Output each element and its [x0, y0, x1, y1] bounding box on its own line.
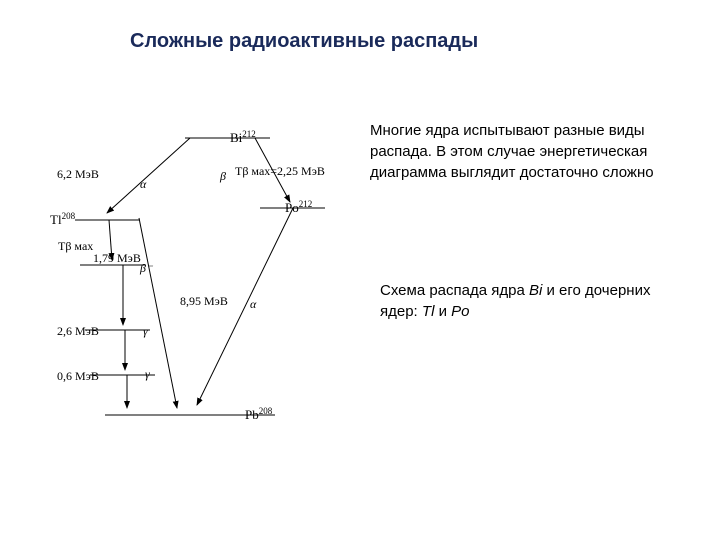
svg-text:8,95 МэВ: 8,95 МэВ: [180, 294, 228, 308]
svg-text:Po212: Po212: [285, 199, 312, 215]
svg-text:6,2 МэВ: 6,2 МэВ: [57, 167, 99, 181]
decay-diagram: Bi212 Tl208 Po212 Pb208 1,79 МэВβ⁻ 2,6 МэВ γ 0,…: [45, 110, 365, 430]
svg-text:Tl208: Tl208: [50, 211, 76, 227]
page-title: Сложные радиоактивные распады: [130, 30, 478, 53]
caption-prefix: Схема распада ядра: [380, 282, 529, 299]
caption-nuclide-tl: Tl: [422, 303, 435, 320]
svg-text:α: α: [250, 297, 257, 311]
svg-text:0,6 МэВ: 0,6 МэВ: [57, 369, 99, 383]
description-text: Многие ядра испытывают разные виды распа…: [370, 120, 660, 183]
svg-text:Tβ мах=2,25 МэВ: Tβ мах=2,25 МэВ: [235, 164, 325, 178]
caption-sep: и: [434, 303, 451, 320]
svg-text:Tβ мах: Tβ мах: [58, 239, 93, 253]
svg-text:γ: γ: [143, 324, 148, 338]
svg-text:1,79 МэВ: 1,79 МэВ: [93, 251, 141, 265]
caption-nuclide-po: Po: [451, 303, 469, 320]
svg-text:Pb208: Pb208: [245, 406, 273, 422]
svg-text:γ: γ: [145, 367, 150, 381]
caption-text: Схема распада ядра Bi и его дочерних яде…: [380, 280, 660, 322]
svg-text:2,6 МэВ: 2,6 МэВ: [57, 324, 99, 338]
svg-text:α: α: [140, 177, 147, 191]
caption-nuclide-bi: Bi: [529, 282, 542, 299]
svg-text:β⁻: β⁻: [139, 261, 154, 275]
svg-text:Bi212: Bi212: [230, 129, 256, 145]
svg-text:β: β: [219, 169, 226, 183]
